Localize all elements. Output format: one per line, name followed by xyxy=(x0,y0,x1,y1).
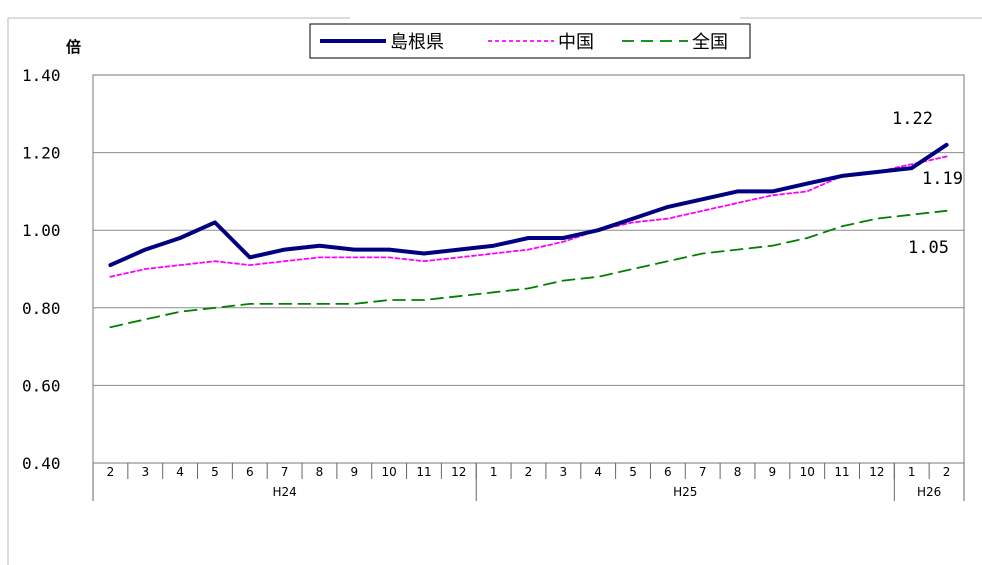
x-tick-label: 2 xyxy=(107,465,115,479)
end-value-label: 1.22 xyxy=(892,109,933,129)
x-tick-label: 7 xyxy=(281,465,289,479)
x-tick-label: 2 xyxy=(525,465,533,479)
x-tick-label: 12 xyxy=(869,465,884,479)
end-value-labels: 1.22 1.19 1.05 xyxy=(892,109,963,258)
x-tick-label: 9 xyxy=(769,465,777,479)
y-axis-unit-label: 倍 xyxy=(66,38,81,56)
y-tick-label: 1.20 xyxy=(22,144,61,163)
y-tick-label: 1.00 xyxy=(22,221,61,240)
x-tick-label: 4 xyxy=(176,465,184,479)
series-line-1 xyxy=(109,155,948,278)
x-tick-label: 1 xyxy=(490,465,498,479)
x-tick-label: 10 xyxy=(381,465,396,479)
series-line-0 xyxy=(108,142,949,268)
x-group-label: H26 xyxy=(917,485,941,499)
x-tick-label: 9 xyxy=(350,465,358,479)
legend: 島根県 中国 全国 xyxy=(309,23,751,59)
x-tick-label: 1 xyxy=(908,465,916,479)
x-tick-label: 4 xyxy=(594,465,602,479)
x-tick-label: 2 xyxy=(943,465,951,479)
legend-label: 全国 xyxy=(692,32,728,53)
grid-lines xyxy=(93,152,964,386)
legend-label: 島根県 xyxy=(390,32,444,53)
y-tick-label: 0.80 xyxy=(22,299,61,318)
x-tick-label: 11 xyxy=(416,465,431,479)
x-tick-label: 3 xyxy=(141,465,149,479)
y-tick-labels: 0.40 0.60 0.80 1.00 1.20 1.40 xyxy=(22,66,61,473)
x-tick-label: 5 xyxy=(629,465,637,479)
end-value-label: 1.19 xyxy=(922,169,963,189)
x-tick-label: 10 xyxy=(800,465,815,479)
plot-area xyxy=(92,74,965,464)
x-group-label: H25 xyxy=(673,485,697,499)
x-tick-label: 12 xyxy=(451,465,466,479)
x-tick-label: 3 xyxy=(560,465,568,479)
y-tick-label: 1.40 xyxy=(22,66,61,85)
x-tick-label: 8 xyxy=(316,465,324,479)
x-tick-label: 11 xyxy=(834,465,849,479)
legend-items: 島根県 中国 全国 xyxy=(320,32,728,53)
legend-label: 中国 xyxy=(558,32,594,53)
y-tick-label: 0.40 xyxy=(22,454,61,473)
end-value-label: 1.05 xyxy=(908,238,949,258)
x-tick-label: 6 xyxy=(246,465,254,479)
series-line-2 xyxy=(109,209,948,329)
x-tick-label: 8 xyxy=(734,465,742,479)
x-tick-label: 7 xyxy=(699,465,707,479)
series-lines xyxy=(108,142,949,329)
x-group-label: H24 xyxy=(272,485,296,499)
x-tick-label: 6 xyxy=(664,465,672,479)
x-tick-label: 5 xyxy=(211,465,219,479)
y-tick-label: 0.60 xyxy=(22,376,61,395)
